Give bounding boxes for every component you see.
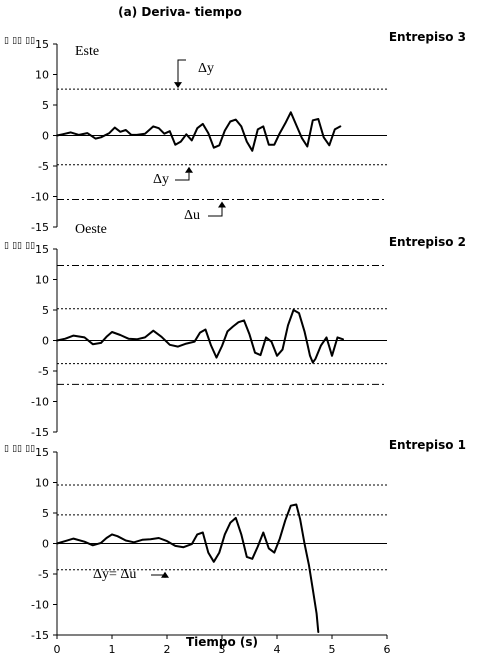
x-tick-label: 0 [54, 643, 61, 655]
y-tick-label: 0 [42, 538, 49, 551]
y-axis-glyph-label: ▯ ▯▯ ▯▯ [4, 36, 35, 46]
data-series-line [56, 503, 320, 633]
annotation-oeste: Oeste [75, 222, 107, 237]
arrowhead [161, 571, 169, 578]
x-tick-label: 5 [329, 643, 336, 655]
panel-title: Entrepiso 3 [389, 30, 466, 44]
y-tick-label: 15 [35, 446, 49, 459]
x-tick-label: 6 [384, 643, 391, 655]
x-tick-label: 4 [274, 643, 281, 655]
y-tick-label: 10 [35, 69, 49, 82]
delta-annotation: Δy [198, 61, 214, 76]
y-tick-label: 0 [42, 130, 49, 143]
y-tick-label: -10 [31, 191, 49, 204]
panel-entrepiso-2: 15 10 5 0 -5 -10 -15 ▯ ▯▯ ▯▯ Entrepiso 2 [4, 235, 466, 439]
y-tick-label: -5 [38, 160, 49, 173]
y-tick-label: 5 [42, 507, 49, 520]
arrowhead [185, 166, 193, 173]
y-tick-label: 15 [35, 243, 49, 256]
y-axis-glyph-label: ▯ ▯▯ ▯▯ [4, 241, 35, 251]
y-tick-label: 10 [35, 274, 49, 287]
x-axis-label: Tiempo (s) [186, 635, 258, 649]
x-tick-label: 3 [219, 643, 226, 655]
annotation-este: Este [75, 44, 99, 59]
panel-entrepiso-3: 15 10 5 0 -5 -10 -15 ▯ ▯▯ ▯▯ Entrepiso 3 Este Oest… [4, 30, 466, 237]
arrowhead [174, 82, 182, 89]
arrowhead [218, 201, 226, 208]
panel-title: Entrepiso 1 [389, 438, 466, 452]
delta-annotation: Δy [153, 172, 169, 187]
y-tick-label: 5 [42, 99, 49, 112]
y-tick-label: -10 [31, 396, 49, 409]
data-series-line [56, 309, 344, 364]
y-tick-label: 10 [35, 477, 49, 490]
y-tick-label: 5 [42, 304, 49, 317]
y-tick-label: -15 [31, 221, 49, 234]
y-tick-label: 15 [35, 38, 49, 51]
y-tick-label: -15 [31, 426, 49, 439]
chart-title: (a) Deriva- tiempo [118, 5, 242, 19]
y-tick-label: -15 [31, 629, 49, 642]
panel-title: Entrepiso 2 [389, 235, 466, 249]
x-tick-label: 2 [164, 643, 171, 655]
y-axis-glyph-label: ▯ ▯▯ ▯▯ [4, 444, 35, 454]
delta-annotation: Δu [184, 208, 200, 223]
x-tick-label: 1 [109, 643, 116, 655]
delta-annotation: Δy= Δu [93, 567, 136, 582]
y-tick-label: -10 [31, 599, 49, 612]
data-series-line [56, 111, 342, 152]
annotation-leader [177, 59, 186, 83]
y-tick-label: 0 [42, 335, 49, 348]
y-tick-label: -5 [38, 365, 49, 378]
annotation-leader [175, 172, 190, 181]
panel-entrepiso-1: 15 10 5 0 -5 -10 -15 ▯ ▯▯ ▯▯ Entrepiso 1 0 1 2 3 4 5 6 Δ… [4, 438, 466, 655]
y-tick-label: -5 [38, 568, 49, 581]
annotation-leader [208, 207, 223, 217]
